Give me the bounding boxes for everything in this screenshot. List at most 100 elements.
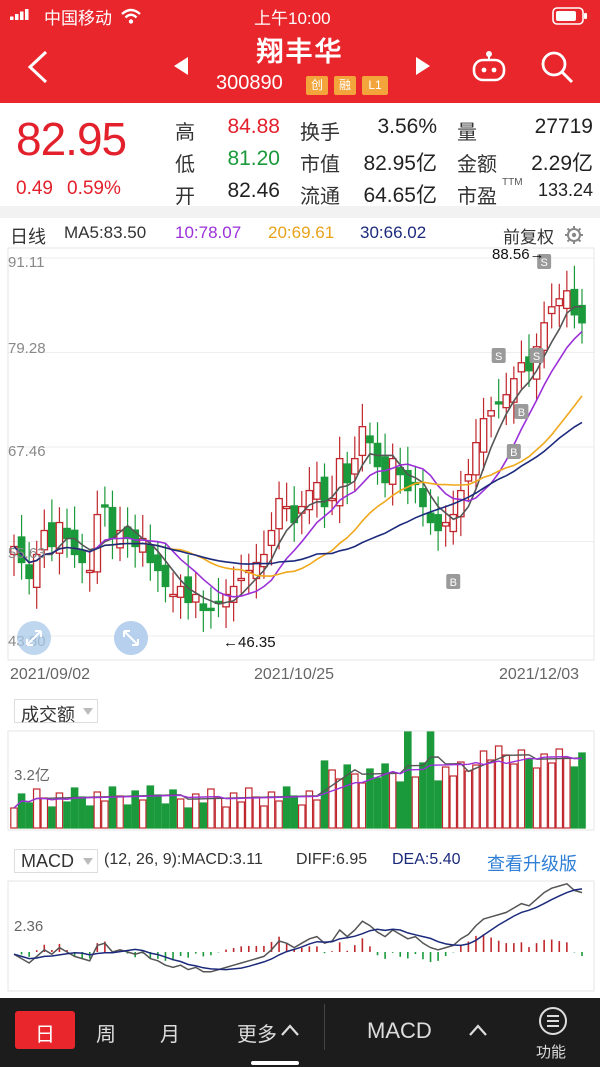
candle-body	[260, 553, 268, 568]
macd-selector[interactable]: MACD	[14, 849, 98, 873]
candle-body	[547, 306, 556, 315]
candle-body	[335, 457, 344, 507]
adjust-label[interactable]: 前复权	[503, 228, 554, 247]
candle-body	[343, 463, 352, 484]
next-stock-icon[interactable]	[414, 56, 432, 76]
tab-month[interactable]: 月	[160, 1024, 180, 1046]
candle-body	[146, 544, 155, 564]
volume-bar	[222, 806, 230, 829]
volume-bar	[525, 758, 533, 829]
date-start: 2021/09/02	[10, 666, 91, 683]
upgrade-link[interactable]: 查看升级版	[487, 854, 577, 874]
float-label: 流通	[300, 186, 340, 208]
candle-body	[108, 506, 117, 540]
candle-body	[123, 526, 132, 540]
tab-indicator[interactable]: MACD	[367, 1018, 432, 1043]
candle-body	[388, 457, 397, 485]
robot-icon[interactable]	[470, 50, 508, 84]
volume-bar	[494, 745, 503, 829]
volume-bar	[351, 773, 359, 829]
candle-body	[70, 529, 79, 556]
macd-tick: 2.36	[14, 918, 44, 935]
volume-bar	[199, 802, 208, 829]
search-icon[interactable]	[540, 50, 574, 84]
volume-bar	[70, 787, 79, 829]
candle-body	[320, 476, 329, 508]
volume-bar	[290, 795, 299, 829]
ma30-value: 30:66.02	[360, 223, 427, 242]
date-end: 2021/12/03	[499, 666, 580, 683]
tab-more[interactable]: 更多	[237, 1024, 277, 1046]
candle-body	[176, 585, 185, 598]
y-tick: 55.63	[8, 545, 46, 562]
mktcap-value: 82.95亿	[363, 152, 437, 175]
y-tick: 67.46	[8, 443, 46, 460]
candle-body	[479, 418, 488, 453]
volume-bar	[563, 757, 571, 829]
volume-chart[interactable]	[0, 730, 600, 834]
macd-dea-line	[13, 888, 583, 971]
caret-down-icon	[83, 858, 93, 865]
volume-bar	[358, 782, 367, 829]
gear-icon[interactable]	[564, 225, 584, 245]
volume-bar	[229, 792, 238, 829]
volume-bar	[411, 776, 420, 829]
volume-selector[interactable]: 成交额	[14, 699, 98, 725]
function-label[interactable]: 功能	[536, 1044, 567, 1061]
volume-bar	[48, 806, 56, 829]
candle-body	[101, 504, 109, 508]
signal-letter: S	[540, 257, 547, 269]
candle-body	[358, 426, 367, 457]
candle-body	[93, 513, 102, 573]
volume-bar	[101, 800, 109, 829]
volume-label: 成交额	[21, 705, 75, 725]
fullscreen-icon[interactable]	[113, 620, 149, 656]
kline-chart[interactable]: S S S B B B	[0, 246, 600, 696]
function-icon[interactable]	[538, 1006, 568, 1036]
volume-value: 27719	[534, 115, 593, 138]
back-icon[interactable]	[26, 50, 50, 84]
volume-bar	[260, 805, 268, 829]
volume-tick: 3.2亿	[14, 767, 50, 784]
candle-body	[525, 356, 533, 372]
volume-bar	[55, 792, 64, 829]
volume-bar	[313, 799, 321, 829]
candle-body	[32, 553, 41, 588]
volume-ma10-line	[13, 755, 583, 809]
zoom-icon[interactable]	[16, 620, 52, 656]
signal-letter: S	[533, 351, 540, 363]
candle-body	[161, 564, 170, 588]
turnover-label: 换手	[300, 122, 340, 144]
high-label: 高	[175, 122, 195, 144]
candle-body	[78, 550, 87, 564]
volume-bar	[373, 777, 382, 829]
chevron-up-icon[interactable]	[469, 1024, 487, 1036]
candle-body	[426, 512, 435, 524]
volume-bar	[154, 794, 162, 829]
candle-body	[191, 593, 200, 603]
ma5-value: MA5:83.50	[64, 223, 147, 242]
volume-bar	[85, 805, 94, 829]
carrier-label: 中国移动	[44, 9, 112, 28]
candle-body	[494, 401, 503, 405]
candle-body	[487, 410, 495, 417]
candle-body	[419, 488, 427, 508]
volume-bar	[207, 788, 215, 829]
macd-chart[interactable]	[0, 880, 600, 992]
ma30-line	[13, 421, 583, 565]
tab-week[interactable]: 周	[96, 1024, 116, 1046]
chevron-up-icon[interactable]	[281, 1024, 299, 1036]
turnover-value: 3.56%	[377, 115, 437, 138]
date-mid: 2021/10/25	[254, 666, 335, 683]
candle-body	[403, 469, 412, 492]
candle-body	[25, 564, 33, 580]
tag-chuang: 创	[306, 76, 328, 95]
period-label[interactable]: 日线	[10, 227, 46, 247]
tab-day[interactable]: 日	[35, 1024, 55, 1046]
macd-label: MACD	[21, 851, 74, 871]
volume-bar	[244, 787, 253, 829]
volume-bar	[146, 785, 155, 829]
prev-stock-icon[interactable]	[172, 56, 190, 76]
ma10-line	[13, 331, 583, 598]
bottom-tab-bar: 日 周 月 更多 MACD 功能	[0, 998, 600, 1067]
